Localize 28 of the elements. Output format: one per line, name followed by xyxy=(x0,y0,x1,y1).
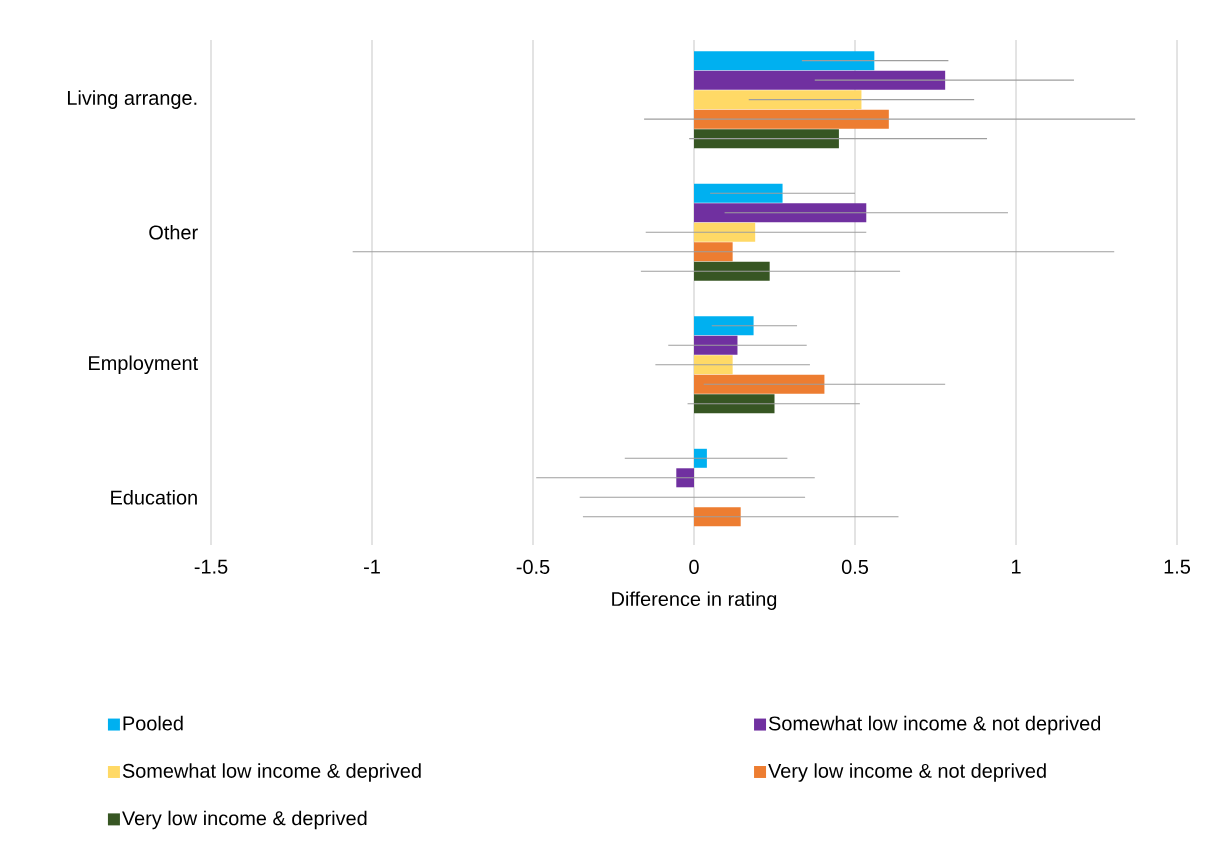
x-tick-label: -1.5 xyxy=(194,559,228,574)
legend-label: Very low income & deprived xyxy=(122,810,367,830)
bar xyxy=(694,355,733,375)
bar xyxy=(694,261,770,281)
legend-label: Very low income & not deprived xyxy=(768,763,1046,782)
bar xyxy=(694,394,775,414)
bar xyxy=(694,222,756,242)
y-tick-label: Living arrange. xyxy=(67,90,197,109)
y-tick-label: Education xyxy=(111,489,197,505)
bar xyxy=(694,335,738,355)
x-axis-title: Difference in rating xyxy=(612,591,777,611)
x-tick-label: -1 xyxy=(364,559,380,574)
bar xyxy=(676,468,695,488)
x-tick-label: 0.5 xyxy=(841,559,869,574)
bar xyxy=(694,242,733,262)
legend-label: Somewhat low income & deprived xyxy=(122,763,421,782)
legend-label: Somewhat low income & not deprived xyxy=(768,715,1101,735)
legend-label: Pooled xyxy=(123,715,183,731)
x-tick-label: 0 xyxy=(689,559,699,574)
bar xyxy=(694,129,839,149)
bar xyxy=(694,448,707,468)
bar xyxy=(694,51,875,71)
bar xyxy=(694,507,741,527)
y-tick-label: Employment xyxy=(89,355,198,375)
x-tick-label: -0.5 xyxy=(516,559,550,574)
x-tick-label: 1 xyxy=(1011,559,1021,574)
x-tick-label: 1.5 xyxy=(1164,559,1191,574)
y-tick-label: Other xyxy=(149,224,198,240)
